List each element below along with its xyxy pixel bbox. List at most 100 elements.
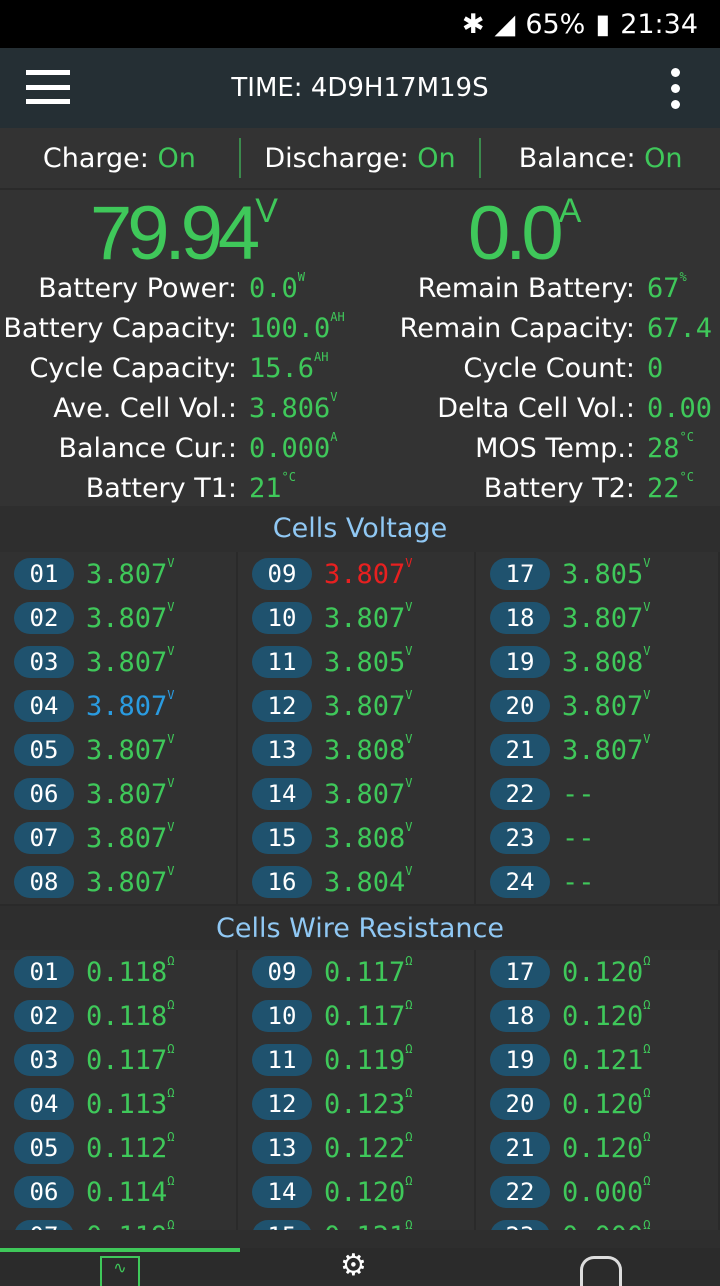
cell-number-badge: 13: [252, 1132, 312, 1164]
total-voltage: 79.94V: [90, 191, 278, 276]
left-stat-row: Cycle Capacity: 15.6AH: [0, 348, 329, 388]
cell-value: 3.807V: [86, 775, 175, 810]
control-tab-icon[interactable]: [580, 1256, 622, 1286]
stat-label: MOS Temp.:: [475, 432, 635, 464]
cell-item: 23 0.000Ω: [476, 1214, 720, 1230]
cell-number-badge: 22: [490, 1176, 550, 1208]
cell-item: 16 3.804V: [238, 860, 476, 904]
right-stat-row: Remain Capacity: 67.4: [0, 308, 712, 348]
more-options-icon[interactable]: [671, 68, 680, 109]
cell-value: 3.808V: [324, 819, 413, 854]
stat-label: Cycle Capacity:: [29, 352, 238, 384]
cell-item: 09 0.117Ω: [238, 950, 476, 994]
cell-number-badge: 02: [14, 1000, 74, 1032]
bottom-tab-bar: ∿ ⚙: [0, 1248, 720, 1286]
cell-number-badge: 05: [14, 734, 74, 766]
cell-value: 3.807V: [86, 863, 175, 898]
cell-number-badge: 04: [14, 690, 74, 722]
cell-value: 3.807V: [562, 731, 651, 766]
cell-item: 01 0.118Ω: [0, 950, 238, 994]
monitor-tab-icon[interactable]: ∿: [100, 1256, 140, 1286]
stat-label: Balance Cur.:: [58, 432, 237, 464]
cell-value: 3.807V: [86, 555, 175, 590]
stat-value: 67%: [647, 269, 687, 304]
cell-item: 11 0.119Ω: [238, 1038, 476, 1082]
cell-value: 3.807V: [86, 599, 175, 634]
cell-value: 0.118Ω: [86, 997, 175, 1032]
cell-number-badge: 20: [490, 690, 550, 722]
cell-number-badge: 18: [490, 1000, 550, 1032]
cell-number-badge: 19: [490, 646, 550, 678]
cell-value: 0.120Ω: [324, 1173, 413, 1208]
stat-label: Battery T1:: [85, 472, 237, 504]
cells-voltage-title: Cells Voltage: [0, 506, 720, 552]
page-title: TIME: 4D9H17M19S: [231, 73, 489, 103]
cell-value: --: [562, 822, 595, 854]
cell-number-badge: 09: [252, 558, 312, 590]
cell-value: 0.119Ω: [86, 1217, 175, 1231]
cell-item: 15 0.121Ω: [238, 1214, 476, 1230]
switch-status-bar: Charge: On Discharge: On Balance: On: [0, 128, 720, 190]
cell-value: 0.120Ω: [562, 953, 651, 988]
stat-label: Battery Capacity:: [3, 312, 237, 344]
cell-number-badge: 11: [252, 1044, 312, 1076]
right-stat-row: Remain Battery: 67%: [0, 268, 687, 308]
cell-value: 3.805V: [562, 555, 651, 590]
cell-value: 0.123Ω: [324, 1085, 413, 1120]
menu-icon[interactable]: [26, 70, 70, 104]
discharge-status[interactable]: Discharge: On: [264, 142, 456, 174]
cell-item: 05 3.807V: [0, 728, 238, 772]
cells-voltage-grid: 01 3.807V 09 3.807V 17 3.805V 02 3.807V 10 3.807V…: [0, 552, 720, 904]
cell-item: 07 0.119Ω: [0, 1214, 238, 1230]
cell-number-badge: 21: [490, 1132, 550, 1164]
cell-value: 3.808V: [324, 731, 413, 766]
cell-number-badge: 07: [14, 822, 74, 854]
left-stat-row: Balance Cur.: 0.000A: [0, 428, 337, 468]
settings-tab-icon[interactable]: ⚙: [340, 1248, 367, 1283]
cell-item: 22 --: [476, 772, 720, 816]
cell-number-badge: 01: [14, 558, 74, 590]
cell-item: 10 0.117Ω: [238, 994, 476, 1038]
cell-value: 0.119Ω: [324, 1041, 413, 1076]
cells-resistance-grid: 01 0.118Ω 09 0.117Ω 17 0.120Ω 02 0.118Ω 10 0.117Ω…: [0, 950, 720, 1230]
cell-number-badge: 17: [490, 558, 550, 590]
cell-number-badge: 15: [252, 1220, 312, 1230]
cell-number-badge: 19: [490, 1044, 550, 1076]
charge-status[interactable]: Charge: On: [42, 142, 196, 174]
cell-item: 06 0.114Ω: [0, 1170, 238, 1214]
cell-item: 18 0.120Ω: [476, 994, 720, 1038]
cell-number-badge: 16: [252, 866, 312, 898]
cell-item: 11 3.805V: [238, 640, 476, 684]
cell-number-badge: 13: [252, 734, 312, 766]
cell-number-badge: 03: [14, 1044, 74, 1076]
cell-value: 3.807V: [324, 599, 413, 634]
cell-value: 3.807V: [86, 687, 175, 722]
cell-value: 0.117Ω: [324, 953, 413, 988]
cell-item: 17 0.120Ω: [476, 950, 720, 994]
status-bar: ✱ ◢ 65% ▮ 21:34: [0, 0, 720, 48]
cells-resistance-title: Cells Wire Resistance: [0, 904, 720, 950]
cell-item: 09 3.807V: [238, 552, 476, 596]
cell-item: 01 3.807V: [0, 552, 238, 596]
cell-value: 3.807V: [86, 731, 175, 766]
cell-item: 23 --: [476, 816, 720, 860]
balance-status[interactable]: Balance: On: [518, 142, 683, 174]
cell-value: 0.114Ω: [86, 1173, 175, 1208]
cell-number-badge: 23: [490, 1220, 550, 1230]
stat-value: 0: [647, 352, 664, 384]
left-stat-row: Battery T1: 21°C: [0, 468, 296, 508]
cell-item: 02 0.118Ω: [0, 994, 238, 1038]
stat-value: 3.806V: [249, 389, 338, 424]
cell-item: 10 3.807V: [238, 596, 476, 640]
cell-value: 3.807V: [562, 599, 651, 634]
cell-number-badge: 06: [14, 1176, 74, 1208]
cell-value: 0.117Ω: [86, 1041, 175, 1076]
cell-value: 3.807V: [562, 687, 651, 722]
cell-item: 21 0.120Ω: [476, 1126, 720, 1170]
battery-percent: 65%: [525, 8, 586, 40]
cell-value: 0.121Ω: [562, 1041, 651, 1076]
cell-number-badge: 23: [490, 822, 550, 854]
cell-item: 24 --: [476, 860, 720, 904]
cell-value: 0.000Ω: [562, 1173, 651, 1208]
cell-value: --: [562, 866, 595, 898]
